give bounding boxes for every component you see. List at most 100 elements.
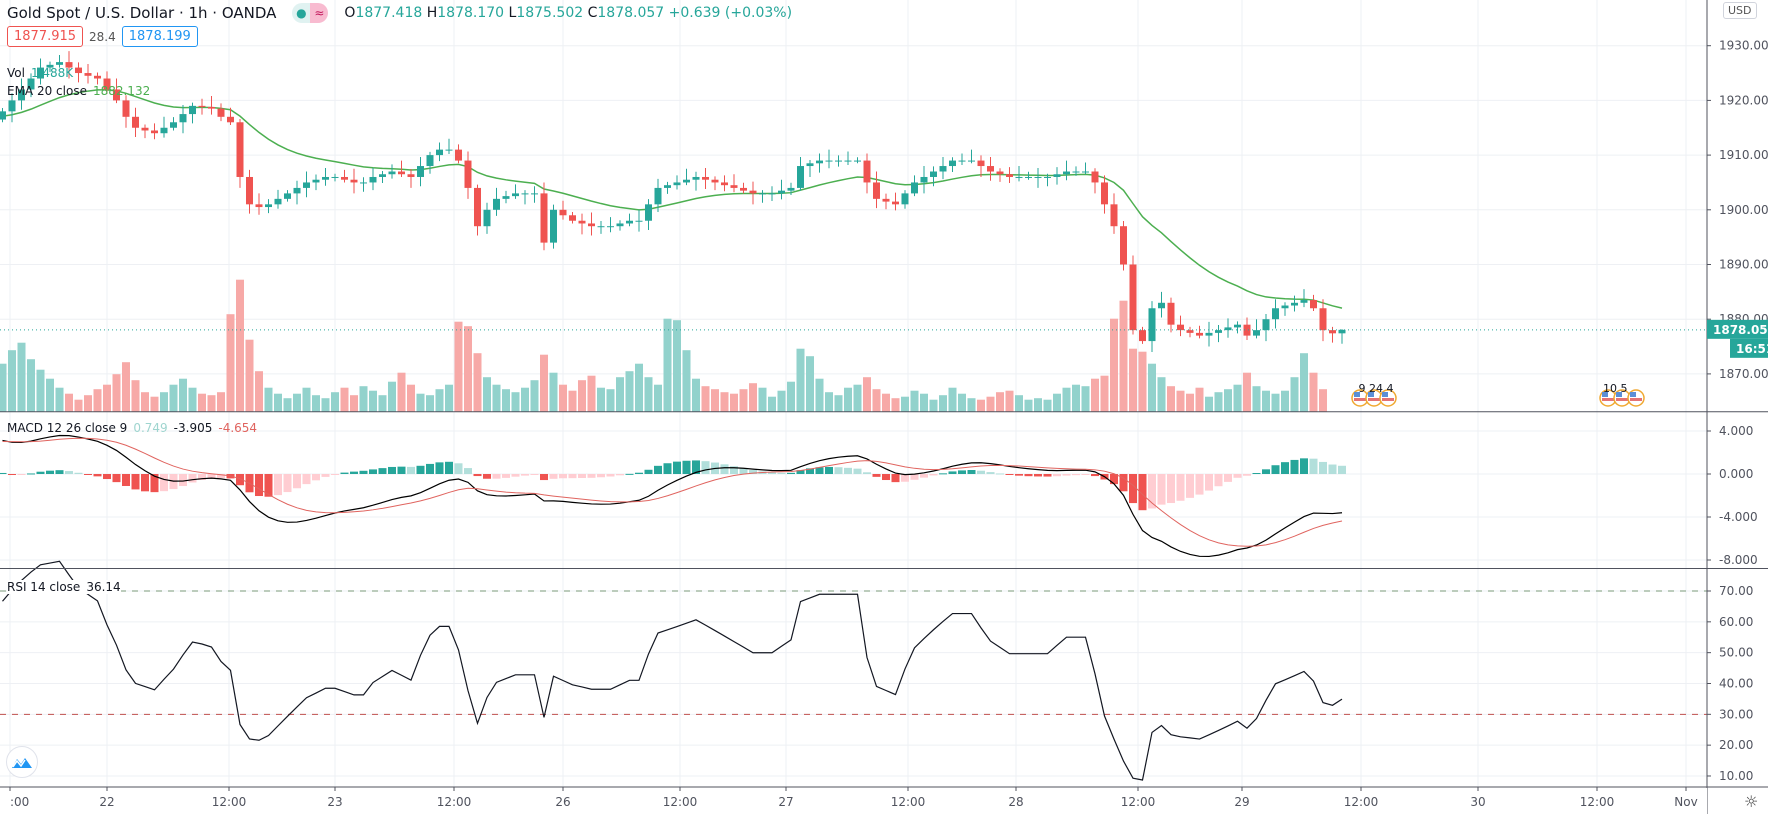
candle — [1215, 324, 1222, 343]
macd-legend[interactable]: MACD 12 26 close 9 0.749 -3.905 -4.654 — [7, 421, 258, 435]
candle — [84, 64, 92, 84]
candle — [217, 103, 225, 122]
candle — [977, 155, 985, 177]
volume-bar — [834, 395, 843, 412]
candle — [996, 168, 1004, 182]
volume-bar — [331, 392, 339, 412]
macd-histogram-bar — [568, 474, 577, 479]
volume-bar — [882, 393, 890, 412]
macd-histogram-bar — [511, 474, 520, 477]
time-tick-label: 12:00 — [1121, 795, 1156, 809]
macd-histogram-bar — [426, 463, 434, 474]
candle — [930, 166, 937, 187]
volume-bar — [1034, 398, 1042, 412]
volume-bar — [454, 321, 463, 412]
candle — [1243, 317, 1251, 340]
settings-gear-icon[interactable]: ☼ — [1744, 792, 1759, 811]
macd-histogram-bar — [986, 472, 995, 474]
time-tick-label: Nov — [1674, 795, 1697, 809]
candle — [483, 202, 491, 234]
volume-bar — [150, 396, 159, 412]
macd-histogram-bar — [1148, 474, 1156, 509]
macd-histogram-bar — [844, 467, 852, 474]
candle-body — [654, 187, 662, 205]
candle-body — [1319, 308, 1327, 331]
currency-button[interactable]: USD — [1723, 2, 1757, 19]
macd-histogram-bar — [549, 474, 558, 479]
volume-bar — [1005, 390, 1014, 412]
candle — [113, 78, 120, 104]
macd-line — [2, 434, 1343, 558]
sell-price-button[interactable]: 1877.915 — [7, 26, 84, 47]
candle — [265, 199, 272, 214]
data-delay-icon: ≈ — [310, 3, 329, 23]
volume-bar — [1138, 351, 1147, 412]
candle — [407, 169, 415, 188]
ema-20-line — [2, 89, 1343, 309]
candle-body — [246, 176, 253, 205]
candle-body — [113, 89, 120, 101]
candle-body — [464, 160, 472, 188]
macd-histogram-bar — [1186, 474, 1194, 498]
candle-body — [1063, 171, 1070, 175]
macd-histogram-bar — [796, 470, 805, 474]
candle — [1120, 221, 1127, 271]
macd-histogram-bar — [397, 466, 406, 474]
candle-body — [1243, 324, 1251, 336]
candle-body — [132, 116, 139, 128]
macd-histogram-bar — [1271, 465, 1280, 474]
volume-legend[interactable]: Vol 1.488K — [7, 66, 74, 80]
macd-histogram-bar — [407, 466, 415, 474]
candle-body — [483, 209, 491, 227]
macd-histogram-bar — [939, 473, 947, 475]
macd-histogram-bar — [663, 463, 672, 474]
volume-bar — [103, 384, 111, 412]
candle-body — [930, 171, 937, 177]
price-tick-label: 1870.000 — [1719, 367, 1768, 381]
ema-legend[interactable]: EMA 20 close 1882.132 — [7, 84, 151, 98]
candle — [1063, 160, 1070, 181]
rsi-tick-label: 50.00 — [1719, 646, 1753, 660]
tradingview-logo-icon[interactable] — [6, 746, 38, 778]
macd-histogram-bar — [435, 462, 444, 474]
price-tick-label: 1900.000 — [1719, 203, 1768, 217]
rsi-legend[interactable]: RSI 14 close 36.14 — [7, 580, 121, 594]
candle-body — [797, 166, 804, 188]
candle — [512, 184, 519, 199]
macd-histogram-bar — [340, 472, 349, 474]
time-tick-label: 12:00 — [1344, 795, 1379, 809]
volume-bar — [654, 384, 662, 412]
volume-bar — [160, 392, 168, 412]
market-status[interactable]: ● ≈ — [292, 3, 329, 23]
economic-events[interactable]: 9 24 4 10 5 — [1351, 382, 1645, 407]
candle-body — [160, 127, 168, 134]
candle-body — [0, 111, 6, 120]
candle-body — [18, 89, 25, 101]
macd-histogram-bar — [749, 470, 757, 474]
volume-bar — [986, 396, 995, 412]
candle — [749, 181, 757, 205]
candle-body — [1177, 324, 1184, 331]
volume-bar — [806, 356, 814, 412]
symbol-title[interactable]: Gold Spot / U.S. Dollar · 1h · OANDA — [7, 4, 277, 22]
volume-bar — [625, 371, 634, 412]
buy-price-button[interactable]: 1878.199 — [121, 26, 198, 47]
candle — [1291, 295, 1298, 312]
macd-histogram-bar — [815, 467, 824, 474]
volume-bar — [17, 342, 26, 412]
volume-bar — [540, 354, 548, 412]
candle — [531, 186, 538, 203]
volume-bar — [1262, 390, 1270, 412]
candle-body — [854, 160, 861, 162]
volume-bar — [1062, 387, 1071, 412]
volume-bar — [217, 392, 225, 412]
candle-body — [626, 220, 633, 224]
macd-histogram-bar — [901, 474, 909, 482]
event-count-label: 9 — [1359, 382, 1366, 395]
time-tick-label: 22 — [99, 795, 114, 809]
candle — [350, 168, 358, 194]
volume-bar — [549, 372, 558, 412]
volume-bar — [1110, 318, 1118, 412]
volume-bar — [958, 393, 966, 412]
